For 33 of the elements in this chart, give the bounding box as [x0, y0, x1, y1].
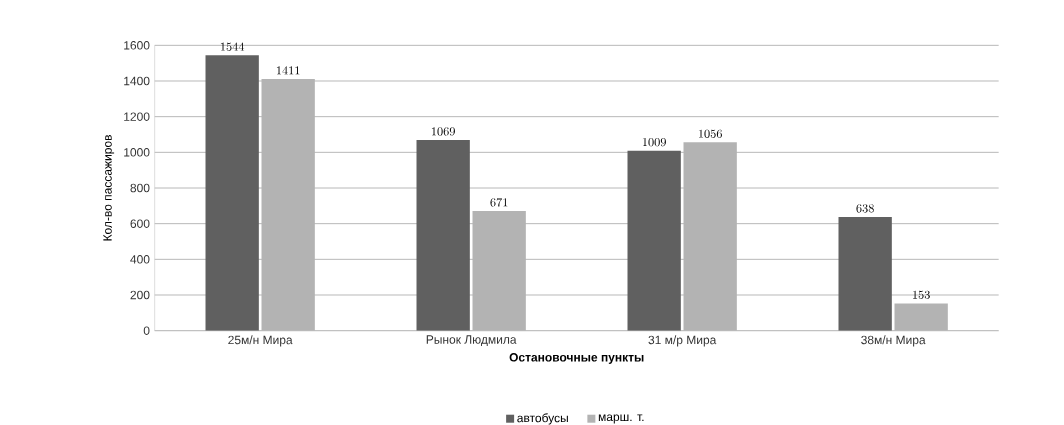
x-tick-label: Рынок Людмила	[426, 335, 517, 346]
data-label: 153	[913, 290, 930, 299]
y-tick-label: 1200	[124, 112, 150, 121]
y-tick-label: 0	[143, 326, 150, 335]
data-label: 1056	[698, 129, 722, 138]
data-label: 1544	[220, 42, 245, 51]
y-axis-title: Кол-во пассажиров	[103, 134, 115, 241]
bar	[205, 55, 259, 331]
data-label: 1009	[642, 137, 666, 147]
legend-label: автобусы	[517, 413, 568, 425]
y-tick-label: 800	[130, 183, 150, 193]
y-tick-label: 200	[130, 290, 150, 300]
bar	[838, 216, 892, 331]
y-tick-label: 1000	[124, 147, 150, 157]
y-tick-label: 1400	[124, 76, 150, 86]
x-tick-label: 31 м/р Мира	[648, 335, 717, 347]
bar	[416, 139, 470, 331]
y-tick-label: 1600	[124, 40, 150, 50]
bar	[894, 303, 948, 331]
bar	[683, 142, 737, 331]
legend-label: марш. т.	[598, 414, 644, 424]
bar	[627, 150, 681, 331]
data-label: 638	[856, 204, 874, 213]
bar	[261, 78, 315, 331]
data-label: 1069	[431, 127, 455, 136]
data-label: 1411	[276, 66, 300, 75]
y-tick-label: 400	[130, 254, 150, 264]
data-label: 671	[490, 198, 508, 207]
bar	[472, 210, 526, 331]
x-axis-title: Остановочные пункты	[509, 352, 644, 364]
y-tick-label: 600	[130, 219, 150, 228]
x-tick-label: 25м/н Мира	[228, 335, 293, 347]
x-tick-label: 38м/н Мира	[861, 335, 926, 347]
